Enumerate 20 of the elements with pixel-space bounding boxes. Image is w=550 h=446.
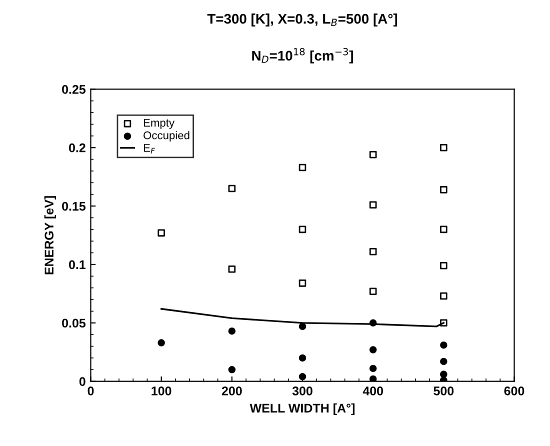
y-tick-label: 0.2 [69,143,86,152]
x-tick-label: 500 [434,386,454,396]
y-tick-label: 0.15 [62,202,86,211]
x-tick-label: 200 [222,386,242,396]
legend-label: Empty [144,118,175,129]
legend-label: E$_{F}$ [144,144,156,154]
y-axis-title: ENERGY [eV] [44,196,56,274]
x-tick-label: 0 [88,386,94,396]
chart-subtitle: N$_{D}$=10$^{18}$ [cm$^{−3}$] [252,48,353,64]
x-tick-label: 400 [362,386,383,396]
x-axis-title: WELL WIDTH [A°] [250,403,355,416]
x-tick-label: 300 [292,386,312,396]
y-tick-label: 0.25 [62,85,86,94]
x-tick-label: 600 [504,386,524,396]
y-tick-label: 0.05 [62,318,86,328]
x-tick-label: 100 [152,386,172,396]
legend-label: Occupied [144,131,190,142]
y-tick-label: 0.1 [69,260,86,270]
chart-title: T=300 [K], X=0.3, L$_{B}$=500 [A°] [207,14,398,26]
y-tick-label: 0 [79,377,86,386]
